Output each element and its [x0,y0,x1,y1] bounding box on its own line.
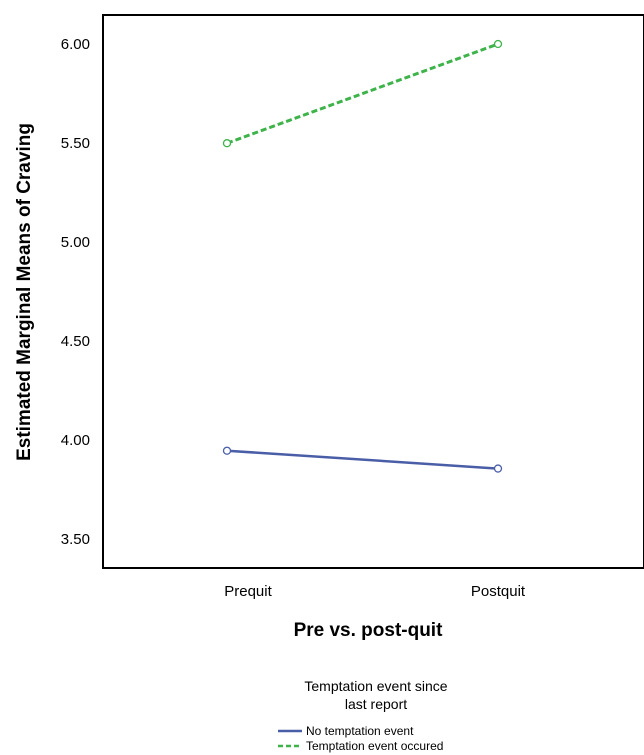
y-tick-label: 3.50 [61,531,90,548]
series-line-temptation-event-occured [226,42,499,145]
x-tick-label: Postquit [471,583,526,600]
series-line-no-temptation-event [226,449,499,470]
y-axis-title: Estimated Marginal Means of Craving [14,123,35,461]
legend-label: Temptation event occured [306,739,443,753]
legend-label: No temptation event [306,724,414,738]
data-point [493,464,503,473]
legend: Temptation event since last report No te… [278,678,448,753]
y-tick-label: 6.00 [61,36,90,53]
y-tick-label: 5.00 [61,234,90,251]
series-layer [222,39,503,473]
plot-area [102,14,644,569]
legend-title: Temptation event since [304,678,447,694]
y-tick-label: 4.50 [61,333,90,350]
legend-title: last report [345,696,407,712]
x-tick-label: Prequit [224,583,272,600]
data-point [222,446,232,455]
data-point [493,39,503,49]
x-axis-title: Pre vs. post-quit [294,620,444,641]
y-tick-label: 4.00 [61,432,90,449]
y-tick-label: 5.50 [61,135,90,152]
data-point [222,139,232,148]
